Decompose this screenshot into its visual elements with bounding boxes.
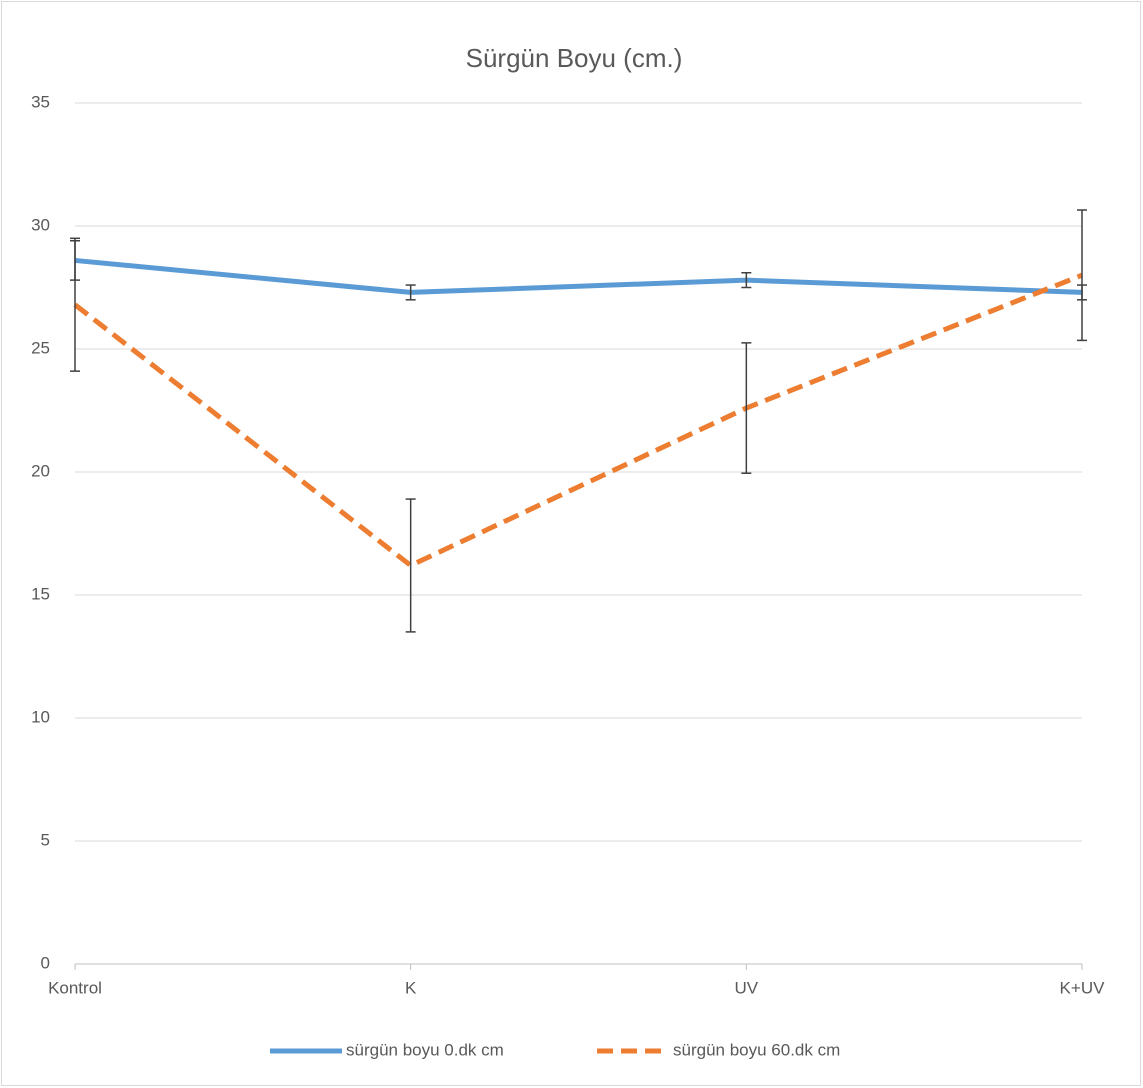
error-bar [70,237,80,372]
x-tick-label: K+UV [1060,978,1106,997]
chart-title: Sürgün Boyu (cm.) [466,43,683,73]
legend-label: sürgün boyu 0.dk cm [346,1040,504,1059]
y-tick-label: 20 [31,461,50,480]
y-tick-label: 0 [41,953,50,972]
error-bar [405,498,416,633]
x-tick-label: Kontrol [48,978,102,997]
y-tick-label: 10 [31,707,50,726]
y-tick-label: 25 [31,338,50,357]
y-tick-label: 5 [41,830,50,849]
y-tick-label: 35 [31,92,50,111]
error-bar [741,342,752,474]
legend-label: sürgün boyu 60.dk cm [673,1040,840,1059]
x-tick-label: K [405,978,417,997]
x-tick-label: UV [735,978,759,997]
y-tick-label: 15 [31,584,50,603]
series-line [73,272,1083,569]
error-bar [741,271,752,289]
y-tick-label: 30 [31,215,50,234]
error-bar [405,284,416,301]
error-bar [1077,209,1087,342]
series-line [74,257,1083,295]
